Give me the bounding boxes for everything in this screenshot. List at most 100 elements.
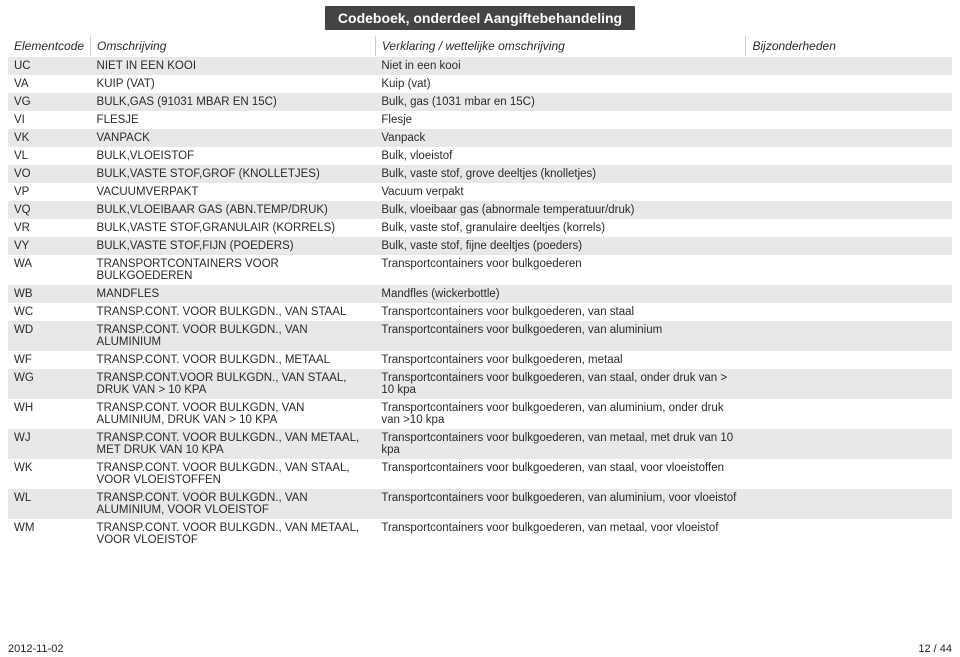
cell-code: WC xyxy=(8,303,91,321)
cell-bijzonderheden xyxy=(746,75,952,93)
cell-code: UC xyxy=(8,57,91,76)
cell-code: VY xyxy=(8,237,91,255)
table-row: WGTRANSP.CONT.VOOR BULKGDN., VAN STAAL, … xyxy=(8,369,952,399)
table-row: WBMANDFLESMandfles (wickerbottle) xyxy=(8,285,952,303)
footer-page: 12 / 44 xyxy=(918,643,952,655)
cell-bijzonderheden xyxy=(746,183,952,201)
cell-verklaring: Flesje xyxy=(375,111,746,129)
cell-verklaring: Transportcontainers voor bulkgoederen, v… xyxy=(375,429,746,459)
cell-bijzonderheden xyxy=(746,129,952,147)
table-row: WFTRANSP.CONT. VOOR BULKGDN., METAALTran… xyxy=(8,351,952,369)
cell-code: WD xyxy=(8,321,91,351)
table-row: VPVACUUMVERPAKTVacuum verpakt xyxy=(8,183,952,201)
cell-code: VO xyxy=(8,165,91,183)
cell-bijzonderheden xyxy=(746,489,952,519)
table-row: WLTRANSP.CONT. VOOR BULKGDN., VAN ALUMIN… xyxy=(8,489,952,519)
cell-omschrijving: TRANSP.CONT.VOOR BULKGDN., VAN STAAL, DR… xyxy=(91,369,376,399)
cell-bijzonderheden xyxy=(746,255,952,285)
cell-omschrijving: VACUUMVERPAKT xyxy=(91,183,376,201)
table-row: WJTRANSP.CONT. VOOR BULKGDN., VAN METAAL… xyxy=(8,429,952,459)
col-header-verklaring: Verklaring / wettelijke omschrijving xyxy=(375,36,746,57)
table-row: WMTRANSP.CONT. VOOR BULKGDN., VAN METAAL… xyxy=(8,519,952,549)
cell-verklaring: Bulk, vloeistof xyxy=(375,147,746,165)
cell-verklaring: Transportcontainers voor bulkgoederen, v… xyxy=(375,459,746,489)
cell-bijzonderheden xyxy=(746,57,952,76)
table-row: VQBULK,VLOEIBAAR GAS (ABN.TEMP/DRUK)Bulk… xyxy=(8,201,952,219)
col-header-bijzonderheden: Bijzonderheden xyxy=(746,36,952,57)
cell-bijzonderheden xyxy=(746,165,952,183)
cell-verklaring: Bulk, vaste stof, granulaire deeltjes (k… xyxy=(375,219,746,237)
table-row: VIFLESJEFlesje xyxy=(8,111,952,129)
page: Codeboek, onderdeel Aangiftebehandeling … xyxy=(0,0,960,657)
cell-verklaring: Bulk, vloeibaar gas (abnormale temperatu… xyxy=(375,201,746,219)
cell-omschrijving: TRANSP.CONT. VOOR BULKGDN., VAN STAAL xyxy=(91,303,376,321)
cell-omschrijving: BULK,GAS (91031 MBAR EN 15C) xyxy=(91,93,376,111)
cell-bijzonderheden xyxy=(746,201,952,219)
table-row: VGBULK,GAS (91031 MBAR EN 15C)Bulk, gas … xyxy=(8,93,952,111)
cell-verklaring: Transportcontainers voor bulkgoederen, m… xyxy=(375,351,746,369)
cell-verklaring: Transportcontainers voor bulkgoederen xyxy=(375,255,746,285)
cell-bijzonderheden xyxy=(746,429,952,459)
table-row: VLBULK,VLOEISTOFBulk, vloeistof xyxy=(8,147,952,165)
cell-verklaring: Transportcontainers voor bulkgoederen, v… xyxy=(375,321,746,351)
cell-verklaring: Niet in een kooi xyxy=(375,57,746,76)
col-header-omschrijving: Omschrijving xyxy=(91,36,376,57)
cell-bijzonderheden xyxy=(746,369,952,399)
cell-code: WM xyxy=(8,519,91,549)
table-row: WCTRANSP.CONT. VOOR BULKGDN., VAN STAALT… xyxy=(8,303,952,321)
cell-code: VK xyxy=(8,129,91,147)
cell-verklaring: Vanpack xyxy=(375,129,746,147)
cell-omschrijving: TRANSP.CONT. VOOR BULKGDN., VAN ALUMINIU… xyxy=(91,321,376,351)
cell-code: WF xyxy=(8,351,91,369)
cell-bijzonderheden xyxy=(746,351,952,369)
cell-omschrijving: BULK,VASTE STOF,GROF (KNOLLETJES) xyxy=(91,165,376,183)
cell-verklaring: Transportcontainers voor bulkgoederen, v… xyxy=(375,399,746,429)
table-row: WHTRANSP.CONT. VOOR BULKGDN, VAN ALUMINI… xyxy=(8,399,952,429)
footer-date: 2012-11-02 xyxy=(8,643,63,655)
cell-code: WH xyxy=(8,399,91,429)
cell-code: VA xyxy=(8,75,91,93)
cell-verklaring: Transportcontainers voor bulkgoederen, v… xyxy=(375,369,746,399)
table-row: WATRANSPORTCONTAINERS VOOR BULKGOEDERENT… xyxy=(8,255,952,285)
cell-bijzonderheden xyxy=(746,303,952,321)
cell-verklaring: Bulk, vaste stof, fijne deeltjes (poeder… xyxy=(375,237,746,255)
cell-code: VL xyxy=(8,147,91,165)
cell-omschrijving: VANPACK xyxy=(91,129,376,147)
cell-omschrijving: BULK,VLOEIBAAR GAS (ABN.TEMP/DRUK) xyxy=(91,201,376,219)
cell-verklaring: Transportcontainers voor bulkgoederen, v… xyxy=(375,519,746,549)
cell-verklaring: Kuip (vat) xyxy=(375,75,746,93)
cell-code: WJ xyxy=(8,429,91,459)
cell-bijzonderheden xyxy=(746,321,952,351)
cell-verklaring: Bulk, vaste stof, grove deeltjes (knolle… xyxy=(375,165,746,183)
cell-omschrijving: BULK,VASTE STOF,GRANULAIR (KORRELS) xyxy=(91,219,376,237)
cell-bijzonderheden xyxy=(746,93,952,111)
cell-omschrijving: FLESJE xyxy=(91,111,376,129)
cell-omschrijving: TRANSP.CONT. VOOR BULKGDN., METAAL xyxy=(91,351,376,369)
cell-bijzonderheden xyxy=(746,285,952,303)
cell-bijzonderheden xyxy=(746,147,952,165)
col-header-code: Elementcode xyxy=(8,36,91,57)
page-title: Codeboek, onderdeel Aangiftebehandeling xyxy=(325,6,635,30)
table-row: VOBULK,VASTE STOF,GROF (KNOLLETJES)Bulk,… xyxy=(8,165,952,183)
cell-omschrijving: TRANSP.CONT. VOOR BULKGDN., VAN METAAL, … xyxy=(91,429,376,459)
cell-verklaring: Transportcontainers voor bulkgoederen, v… xyxy=(375,303,746,321)
cell-code: VG xyxy=(8,93,91,111)
cell-omschrijving: MANDFLES xyxy=(91,285,376,303)
cell-omschrijving: TRANSP.CONT. VOOR BULKGDN., VAN ALUMINIU… xyxy=(91,489,376,519)
cell-omschrijving: TRANSP.CONT. VOOR BULKGDN., VAN STAAL, V… xyxy=(91,459,376,489)
cell-verklaring: Transportcontainers voor bulkgoederen, v… xyxy=(375,489,746,519)
cell-code: WA xyxy=(8,255,91,285)
cell-bijzonderheden xyxy=(746,237,952,255)
page-footer: 2012-11-02 12 / 44 xyxy=(8,643,952,655)
cell-omschrijving: BULK,VASTE STOF,FIJN (POEDERS) xyxy=(91,237,376,255)
table-row: UCNIET IN EEN KOOINiet in een kooi xyxy=(8,57,952,76)
cell-omschrijving: TRANSP.CONT. VOOR BULKGDN, VAN ALUMINIUM… xyxy=(91,399,376,429)
cell-bijzonderheden xyxy=(746,219,952,237)
cell-code: VI xyxy=(8,111,91,129)
cell-code: WB xyxy=(8,285,91,303)
table-row: WDTRANSP.CONT. VOOR BULKGDN., VAN ALUMIN… xyxy=(8,321,952,351)
cell-code: WK xyxy=(8,459,91,489)
cell-code: WG xyxy=(8,369,91,399)
cell-code: WL xyxy=(8,489,91,519)
cell-verklaring: Bulk, gas (1031 mbar en 15C) xyxy=(375,93,746,111)
